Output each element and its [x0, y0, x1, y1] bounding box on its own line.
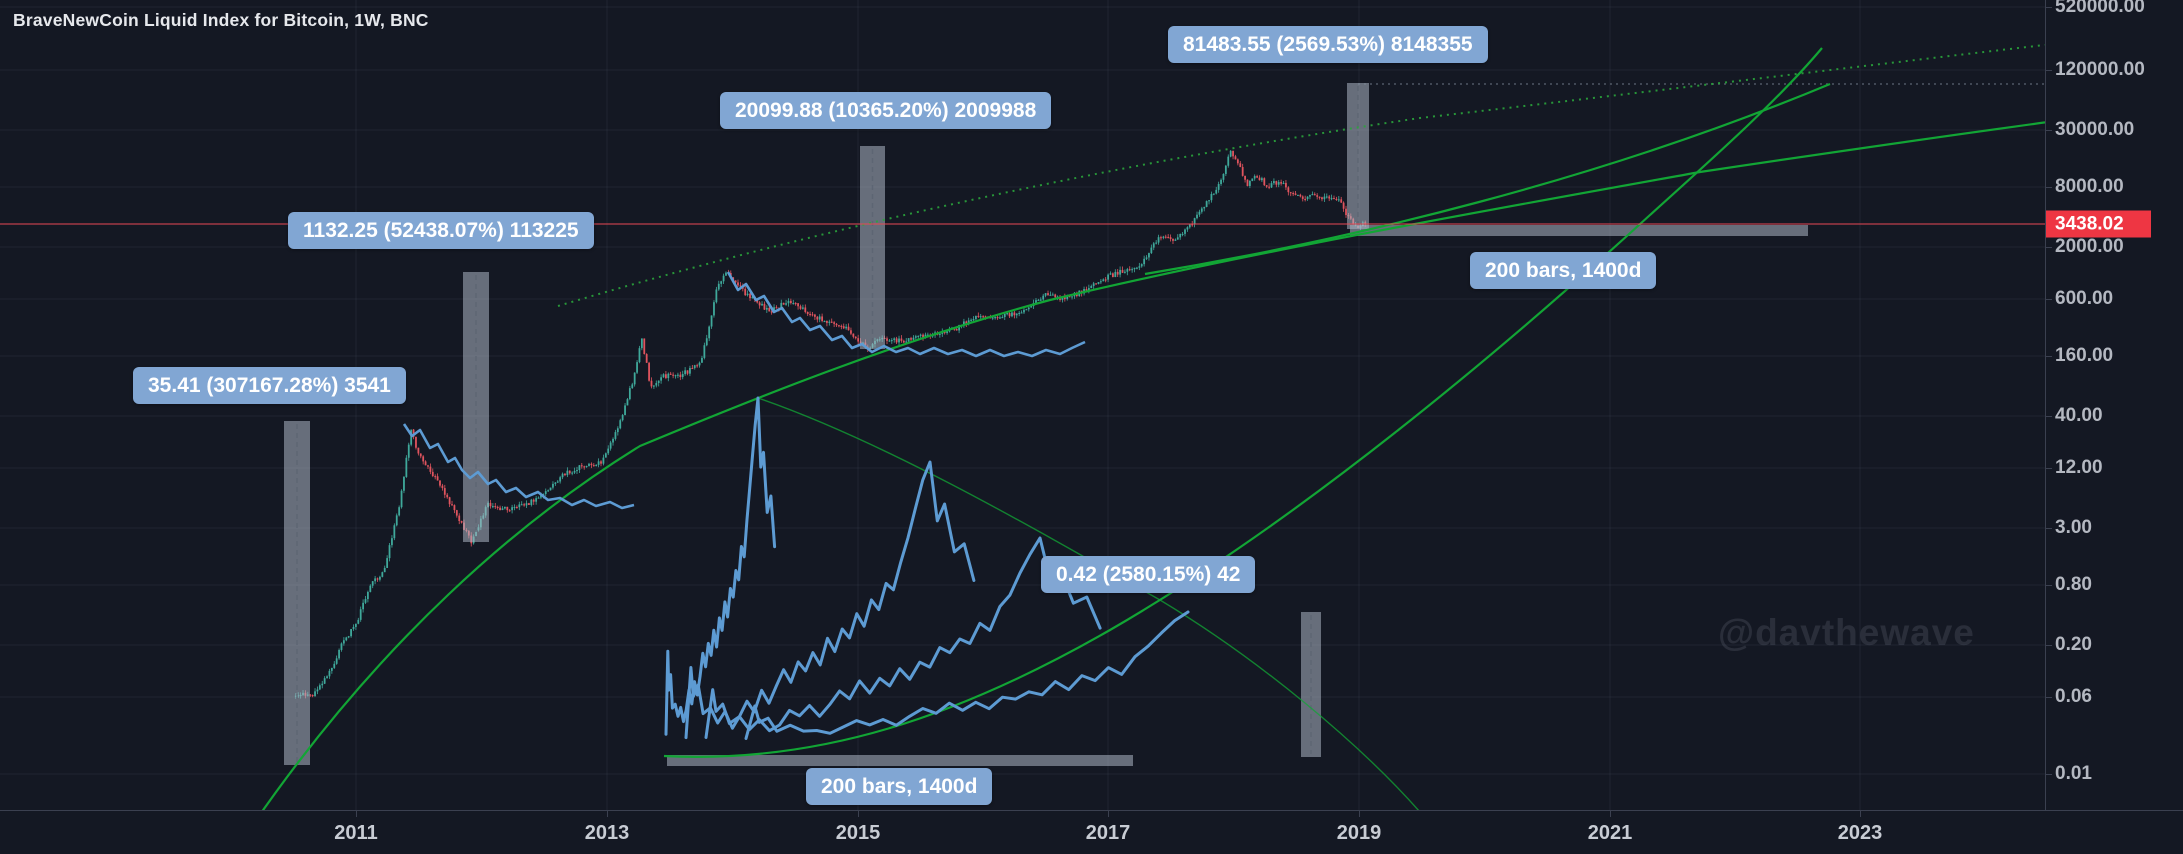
- fractal-overlays[interactable]: [402, 271, 1190, 740]
- price-tick-label: 0.01: [2055, 763, 2092, 784]
- price-tick-label: 30000.00: [2055, 119, 2135, 140]
- price-axis[interactable]: 520000.00 120000.00 30000.00 8000.00 2000.00…: [2045, 0, 2183, 810]
- time-tick-label: 2017: [1085, 822, 1131, 844]
- time-tick-mark: [356, 811, 357, 817]
- price-tick-label: 3.00: [2055, 517, 2092, 538]
- time-tick-mark: [858, 811, 859, 817]
- last-price-tag: 3438.02: [2046, 210, 2151, 238]
- time-tick-mark: [607, 811, 608, 817]
- time-tick-mark: [1359, 811, 1360, 817]
- price-tick-mark: [2046, 299, 2052, 300]
- price-tick-label: 8000.00: [2055, 176, 2124, 197]
- price-tick-label: 120000.00: [2055, 59, 2145, 80]
- price-tick-label: 0.80: [2055, 574, 2092, 595]
- time-tick-label: 2011: [334, 822, 378, 844]
- grid-lines: [0, 0, 2045, 810]
- price-tick-mark: [2046, 645, 2052, 646]
- candlestick-series: [294, 150, 1367, 699]
- log-growth-curves[interactable]: [251, 36, 2045, 827]
- watermark: @davthewave: [1718, 612, 1975, 653]
- time-tick-label: 2019: [1336, 822, 1382, 844]
- price-tick-mark: [2046, 774, 2052, 775]
- price-tick-label: 160.00: [2055, 345, 2114, 366]
- price-tick-label: 520000.00: [2055, 0, 2145, 17]
- price-tick-label: 0.06: [2055, 686, 2092, 707]
- price-range-measurement-bars[interactable]: [284, 83, 1808, 766]
- price-tick-mark: [2046, 528, 2052, 529]
- price-tick-mark: [2046, 130, 2052, 131]
- time-tick-mark: [1610, 811, 1611, 817]
- time-tick-mark: [1108, 811, 1109, 817]
- price-tick-mark: [2046, 7, 2052, 8]
- time-axis[interactable]: 2011 2013 2015 2017 2019 2021 2023: [0, 810, 2183, 854]
- price-tick-label: 600.00: [2055, 288, 2114, 309]
- price-tick-mark: [2046, 187, 2052, 188]
- price-tick-label: 2000.00: [2055, 236, 2124, 257]
- symbol-title[interactable]: BraveNewCoin Liquid Index for Bitcoin, 1…: [13, 10, 429, 30]
- chart-canvas[interactable]: [0, 0, 2045, 853]
- price-tick-mark: [2046, 585, 2052, 586]
- price-tick-label: 40.00: [2055, 405, 2103, 426]
- price-tick-mark: [2046, 468, 2052, 469]
- price-tick-label: 0.20: [2055, 634, 2092, 655]
- price-tick-mark: [2046, 247, 2052, 248]
- price-tick-mark: [2046, 356, 2052, 357]
- time-tick-label: 2015: [835, 822, 881, 844]
- time-tick-label: 2021: [1587, 822, 1633, 844]
- price-tick-mark: [2046, 70, 2052, 71]
- time-tick-label: 2023: [1837, 822, 1883, 844]
- price-tick-label: 12.00: [2055, 457, 2103, 478]
- price-tick-mark: [2046, 697, 2052, 698]
- price-tick-mark: [2046, 416, 2052, 417]
- time-tick-mark: [1860, 811, 1861, 817]
- time-tick-label: 2013: [584, 822, 630, 844]
